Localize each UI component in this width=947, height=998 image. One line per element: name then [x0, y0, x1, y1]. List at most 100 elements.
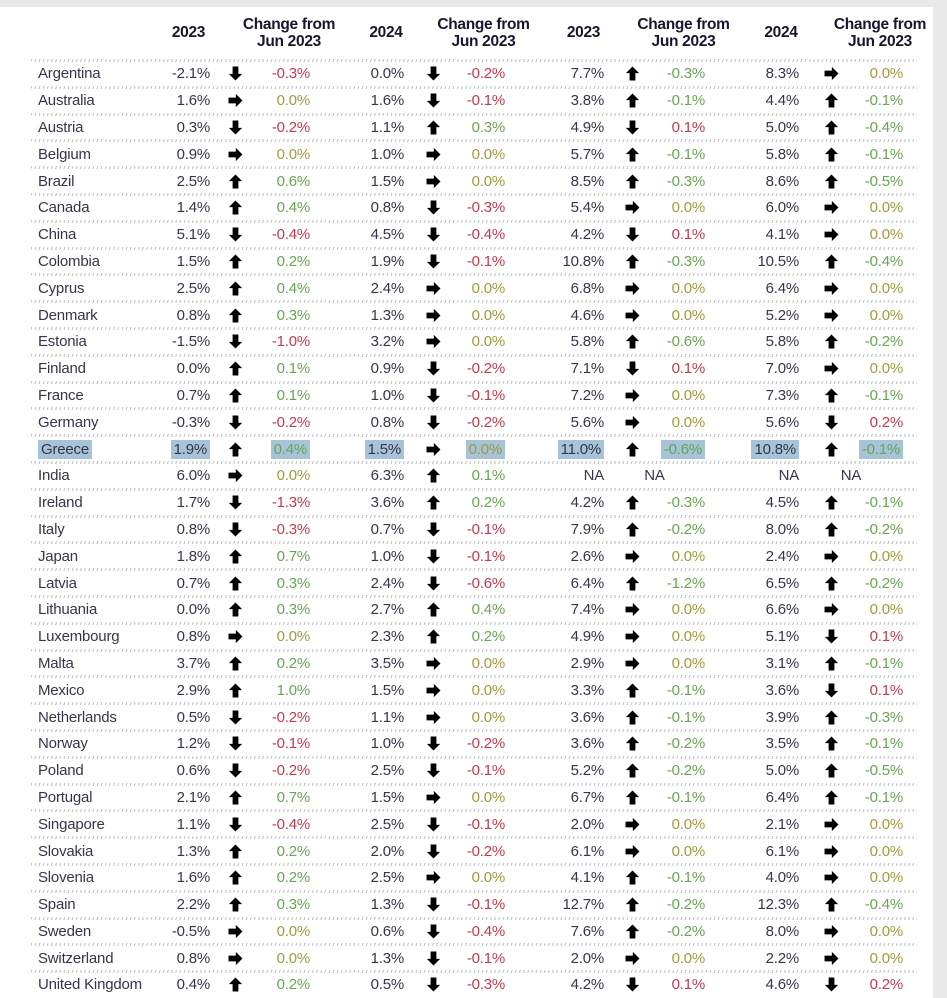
up-arrow-icon — [823, 441, 840, 458]
change-value: 0.3% — [276, 574, 311, 592]
change-value: 0.3% — [276, 601, 311, 619]
up-arrow-icon — [823, 762, 840, 779]
table-row: Belgium 0.9% 0.0% 1.0% 0.0% 5.7% -0.1% 5.8% -0.1… — [0, 142, 933, 166]
down-arrow-icon — [227, 735, 244, 752]
country-label: France — [38, 386, 84, 404]
value-text: 3.6% — [570, 708, 605, 726]
table-row: Lithuania 0.0% 0.3% 2.7% 0.4% 7.4% 0.0% 6.6% 0.0… — [0, 598, 933, 622]
value-text: 0.5% — [176, 708, 211, 726]
up-arrow-icon — [624, 173, 641, 190]
change-cell: -0.1% — [210, 735, 310, 752]
change-value: -0.1% — [666, 869, 705, 887]
value-cell: 1.5% — [310, 682, 405, 699]
value-text: 2.5% — [370, 869, 405, 887]
down-arrow-icon — [227, 709, 244, 726]
row-separator — [31, 487, 917, 491]
country-cell: United Kingdom — [38, 976, 153, 993]
table-row: Sweden -0.5% 0.0% 0.6% -0.4% 7.6% -0.2% 8.0% 0.0… — [0, 920, 933, 944]
table-row: Germany -0.3% -0.2% 0.8% -0.2% 5.6% 0.0% 5.6% 0.… — [0, 410, 933, 434]
country-label: Italy — [38, 520, 65, 538]
country-label: Latvia — [38, 574, 77, 592]
down-arrow-icon — [425, 575, 442, 592]
country-cell: Colombia — [38, 253, 153, 270]
change-value: -0.2% — [666, 762, 705, 780]
change-value: -0.1% — [466, 896, 505, 914]
table-row: Netherlands 0.5% -0.2% 1.1% 0.0% 3.6% -0.1% 3.9… — [0, 705, 933, 729]
change-value: -0.3% — [864, 708, 903, 726]
value-text: 0.7% — [176, 386, 211, 404]
down-arrow-icon — [823, 976, 840, 993]
up-arrow-icon — [227, 173, 244, 190]
up-arrow-icon — [823, 253, 840, 270]
value-text: 1.8% — [176, 547, 211, 565]
value-cell: 4.1% — [505, 869, 605, 886]
row-separator — [31, 273, 917, 277]
value-text: 4.0% — [765, 869, 800, 887]
change-cell: -0.1% — [604, 146, 705, 163]
value-text: -0.3% — [171, 413, 210, 431]
country-label: Slovenia — [38, 869, 94, 887]
change-cell: 0.0% — [604, 601, 705, 618]
up-arrow-icon — [823, 521, 840, 538]
change-value: -0.3% — [666, 65, 705, 83]
country-label: Cyprus — [38, 279, 85, 297]
up-arrow-icon — [425, 494, 442, 511]
na-value: NA — [840, 467, 862, 485]
change-value: 0.0% — [276, 949, 311, 967]
value-cell: 7.3% — [705, 387, 800, 404]
change-value: 0.0% — [671, 601, 706, 619]
change-value: 0.0% — [671, 199, 706, 217]
change-cell: -0.4% — [799, 896, 903, 913]
value-text: 0.7% — [176, 574, 211, 592]
value-cell: 4.5% — [705, 494, 800, 511]
country-cell: Japan — [38, 548, 153, 565]
up-arrow-icon — [227, 682, 244, 699]
right-arrow-icon — [823, 923, 840, 940]
value-text: 4.2% — [570, 976, 605, 994]
column-header-3: 2024 — [339, 24, 433, 41]
value-text: 7.0% — [765, 360, 800, 378]
value-cell: 3.6% — [505, 708, 605, 726]
right-arrow-icon — [823, 950, 840, 967]
value-cell: 2.4% — [705, 548, 800, 565]
country-cell: Greece — [38, 439, 153, 459]
value-text: 2.0% — [570, 949, 605, 967]
change-value: 0.2% — [276, 869, 311, 887]
value-cell: 5.6% — [505, 414, 605, 431]
change-value: 0.2% — [276, 842, 311, 860]
value-text: 1.3% — [176, 842, 211, 860]
table-row: Italy 0.8% -0.3% 0.7% -0.1% 7.9% -0.2% 8.0% -0.2… — [0, 518, 933, 542]
value-cell: 8.5% — [505, 173, 605, 190]
value-cell: 7.1% — [505, 360, 605, 377]
up-arrow-icon — [227, 601, 244, 618]
up-arrow-icon — [823, 92, 840, 109]
change-cell: -0.1% — [404, 253, 505, 270]
value-text: 2.7% — [370, 601, 405, 619]
down-arrow-icon — [425, 253, 442, 270]
value-text: 2.5% — [176, 279, 211, 297]
change-cell: -0.2% — [210, 119, 310, 136]
column-header-1: 2023 — [160, 24, 217, 41]
change-value: 0.0% — [671, 842, 706, 860]
value-cell: 1.5% — [153, 253, 211, 270]
change-cell: -0.5% — [799, 173, 903, 190]
value-cell: 4.4% — [705, 92, 800, 109]
value-cell: 1.6% — [153, 92, 211, 109]
value-cell: 2.0% — [310, 843, 405, 860]
row-separator — [31, 648, 917, 652]
country-label: United Kingdom — [38, 976, 142, 994]
table-row: Estonia -1.5% -1.0% 3.2% 0.0% 5.8% -0.6% 5.8% -0… — [0, 330, 933, 354]
value-text: 5.1% — [765, 628, 800, 646]
change-cell: 0.4% — [210, 439, 310, 459]
up-arrow-icon — [624, 682, 641, 699]
value-cell: 1.6% — [310, 92, 405, 109]
table-row: United Kingdom 0.4% 0.2% 0.5% -0.3% 4.2% 0.1% 4… — [0, 973, 933, 997]
up-arrow-icon — [227, 869, 244, 886]
change-value: 0.0% — [671, 547, 706, 565]
row-separator — [31, 139, 917, 143]
change-value: 0.2% — [471, 494, 506, 512]
change-cell: 0.0% — [604, 387, 705, 404]
row-separator — [31, 594, 917, 598]
change-value: 0.1% — [471, 467, 506, 485]
change-value: -0.2% — [666, 520, 705, 538]
